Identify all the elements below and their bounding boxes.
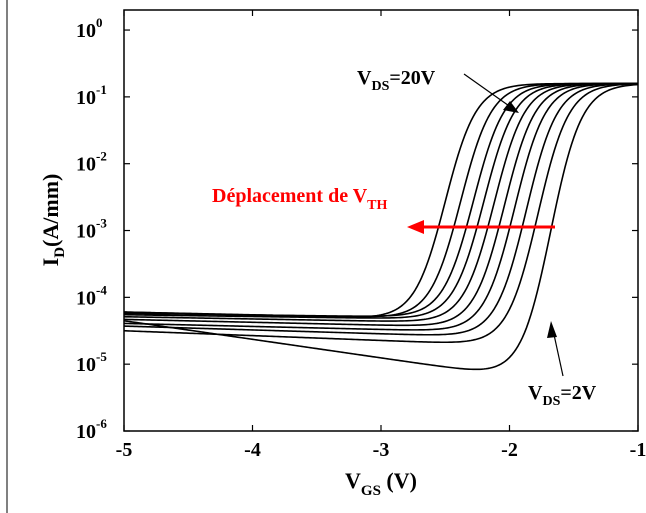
axis-ticks: -5 -4 -3 -2 -1 100 10-1 10-2 10-3 10-4 10-5 10-6 [76, 10, 646, 461]
y-tick-label: 10-3 [76, 216, 107, 243]
vds-2v-main: V [528, 382, 543, 404]
vds-20v-label: VDS=20V [357, 67, 436, 94]
series-line-7 [123, 82, 638, 319]
vds-20v-sub: DS [371, 79, 389, 94]
series-curves [123, 82, 639, 371]
series-line-10 [123, 82, 638, 318]
series-line-5 [123, 82, 639, 327]
x-tick-label: -2 [501, 439, 518, 461]
vds-2v-label: VDS=2V [528, 382, 597, 409]
y-axis-title-main: I [38, 258, 63, 267]
series-line-6 [123, 82, 638, 322]
vds-2v-arrow-line [552, 329, 564, 377]
x-axis-title-main: V [345, 468, 361, 493]
vth-shift-sub: TH [367, 198, 387, 213]
vth-shift-arrowhead [407, 220, 424, 234]
x-axis-title-sub: GS [361, 483, 381, 499]
vds-20v-arrowhead [503, 101, 519, 113]
series-line-3 [123, 82, 639, 336]
series-line-1 [123, 83, 639, 371]
y-axis-title-sub: D [52, 247, 68, 258]
x-axis-title: VGS (V) [345, 468, 417, 499]
vds-20v-main: V [357, 67, 372, 89]
x-tick-label: -3 [373, 439, 390, 461]
y-tick-label: 10-6 [76, 416, 107, 443]
series-line-2 [123, 83, 639, 344]
vds-2v-arrowhead [547, 321, 557, 338]
vds-2v-sub: DS [542, 394, 560, 409]
x-tick-label: -1 [630, 439, 646, 461]
y-tick-label: 10-2 [76, 149, 107, 176]
x-tick-label: -5 [116, 439, 133, 461]
series-line-4 [123, 82, 639, 331]
vds-20v-arrow-line [463, 73, 513, 109]
y-tick-label: 100 [76, 15, 103, 42]
vth-shift-label: Déplacement de VTH [212, 185, 387, 213]
y-axis-title: ID(A/mm) [38, 174, 68, 267]
x-tick-label: -4 [244, 439, 261, 461]
y-tick-label: 10-4 [76, 282, 107, 309]
y-axis-title-unit: (A/mm) [38, 174, 63, 247]
vds-2v-value: =2V [560, 382, 596, 404]
y-tick-label: 10-1 [76, 82, 107, 109]
vth-shift-main: Déplacement de V [212, 185, 368, 207]
x-axis-title-unit: (V) [381, 468, 417, 493]
y-tick-label: 10-5 [76, 349, 107, 376]
vds-20v-value: =20V [389, 67, 435, 89]
